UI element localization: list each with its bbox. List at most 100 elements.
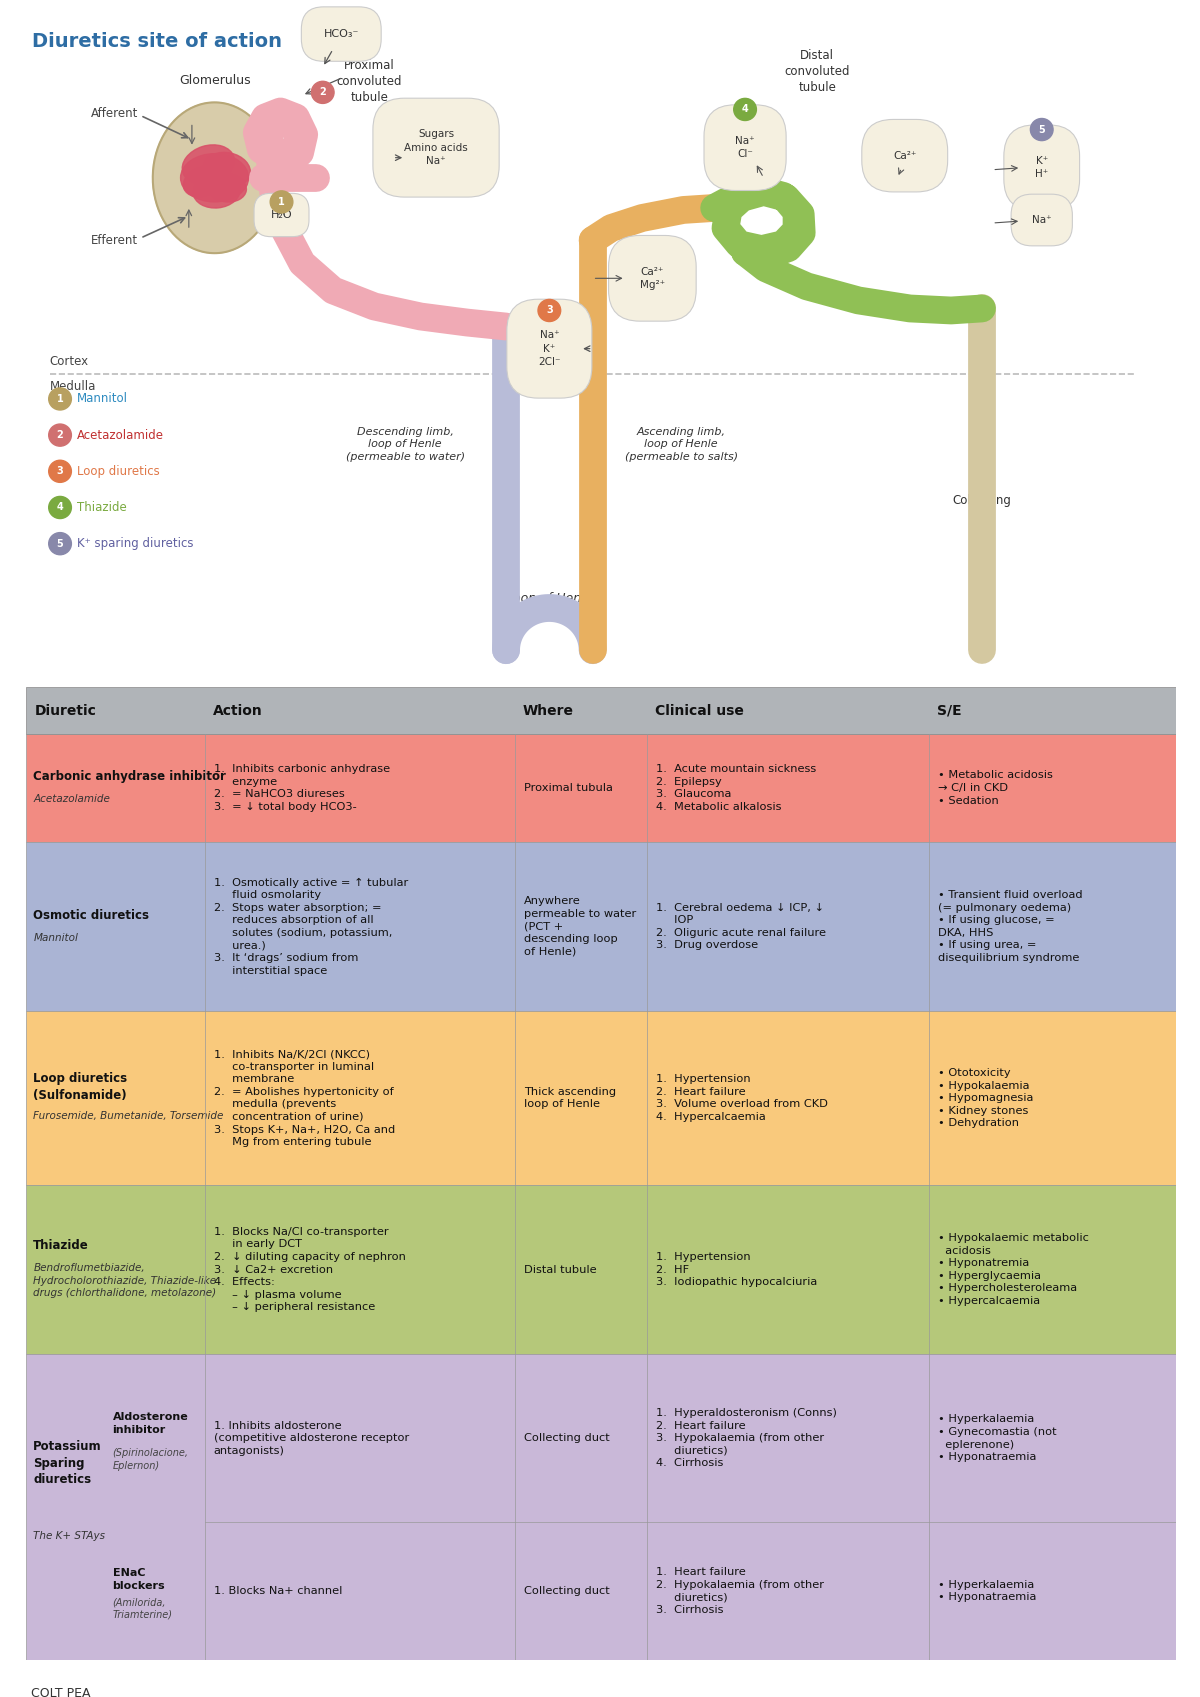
Text: Loop diuretics: Loop diuretics [77, 465, 160, 479]
Text: K⁺
H⁺: K⁺ H⁺ [1036, 156, 1049, 180]
Text: S/E: S/E [937, 704, 961, 718]
Text: Proximal tubula: Proximal tubula [524, 782, 613, 792]
Text: Medulla: Medulla [49, 380, 96, 392]
Text: 1.  Blocks Na/Cl co-transporter
     in early DCT
2.  ↓ diluting capacity of nep: 1. Blocks Na/Cl co-transporter in early … [214, 1227, 406, 1312]
Text: (Amilorida,
Triamterine): (Amilorida, Triamterine) [113, 1597, 173, 1619]
Text: • Metabolic acidosis
→ C/I in CKD
• Sedation: • Metabolic acidosis → C/I in CKD • Seda… [938, 770, 1052, 806]
Text: (Spirinolacione,
Eplernon): (Spirinolacione, Eplernon) [113, 1448, 188, 1471]
Text: 1. Inhibits aldosterone
(competitive aldosterone receptor
antagonists): 1. Inhibits aldosterone (competitive ald… [214, 1420, 409, 1456]
Text: The K+ STAys: The K+ STAys [34, 1531, 106, 1541]
Text: 1: 1 [278, 197, 284, 207]
Circle shape [49, 497, 71, 519]
Text: 2: 2 [56, 429, 64, 440]
Text: Acetazolamide: Acetazolamide [34, 794, 110, 804]
Circle shape [49, 533, 71, 555]
FancyBboxPatch shape [26, 735, 1176, 842]
Text: Collecting duct: Collecting duct [524, 1434, 610, 1442]
Text: Na⁺: Na⁺ [1032, 216, 1051, 226]
Text: 1. Blocks Na+ channel: 1. Blocks Na+ channel [214, 1587, 342, 1595]
Text: Cortex: Cortex [49, 355, 89, 368]
Text: 1.  Heart failure
2.  Hypokalaemia (from other
     diuretics)
3.  Cirrhosis: 1. Heart failure 2. Hypokalaemia (from o… [656, 1566, 824, 1616]
FancyBboxPatch shape [26, 687, 1176, 735]
Text: Loop of Henle: Loop of Henle [506, 592, 593, 604]
Text: Thiazide: Thiazide [77, 501, 126, 514]
Text: Where: Where [523, 704, 574, 718]
Text: 3: 3 [56, 467, 64, 477]
FancyBboxPatch shape [26, 1185, 1176, 1354]
Text: K⁺ sparing diuretics: K⁺ sparing diuretics [77, 538, 193, 550]
Text: Na⁺
Cl⁻: Na⁺ Cl⁻ [736, 136, 755, 160]
Text: • Hypokalaemic metabolic
  acidosis
• Hyponatremia
• Hyperglycaemia
• Hyperchole: • Hypokalaemic metabolic acidosis • Hypo… [938, 1234, 1088, 1307]
Text: 2: 2 [319, 87, 326, 97]
FancyBboxPatch shape [26, 1354, 1176, 1660]
Text: Bendroflumetbiazide,
Hydrocholorothiazide, Thiazide-like
drugs (chlorthalidone, : Bendroflumetbiazide, Hydrocholorothiazid… [34, 1263, 216, 1298]
Circle shape [270, 190, 293, 214]
Text: • Ototoxicity
• Hypokalaemia
• Hypomagnesia
• Kidney stones
• Dehydration: • Ototoxicity • Hypokalaemia • Hypomagne… [938, 1067, 1033, 1129]
Text: Clinical use: Clinical use [655, 704, 744, 718]
Text: 1.  Osmotically active = ↑ tubular
     fluid osmolarity
2.  Stops water absorpt: 1. Osmotically active = ↑ tubular fluid … [214, 877, 408, 976]
Ellipse shape [180, 154, 248, 202]
Ellipse shape [182, 144, 234, 185]
Text: Distal tubule: Distal tubule [524, 1264, 596, 1274]
Text: Ca²⁺
Mg²⁺: Ca²⁺ Mg²⁺ [640, 266, 665, 290]
Text: Ascending limb,
loop of Henle
(permeable to salts): Ascending limb, loop of Henle (permeable… [625, 426, 738, 462]
Circle shape [49, 389, 71, 411]
Text: 1.  Inhibits carbonic anhydrase
     enzyme
2.  = NaHCO3 diureses
3.  = ↓ total : 1. Inhibits carbonic anhydrase enzyme 2.… [214, 764, 390, 811]
Text: Collecting duct: Collecting duct [524, 1587, 610, 1595]
Text: Distal
convoluted
tubule: Distal convoluted tubule [785, 49, 850, 93]
Text: ENaC
blockers: ENaC blockers [113, 1568, 166, 1590]
Circle shape [1031, 119, 1054, 141]
Circle shape [49, 424, 71, 446]
Text: Ca²⁺: Ca²⁺ [893, 151, 917, 161]
Text: Furosemide, Bumetanide, Torsemide: Furosemide, Bumetanide, Torsemide [34, 1110, 223, 1120]
Circle shape [49, 460, 71, 482]
Text: Glomerulus: Glomerulus [179, 75, 251, 87]
Text: 3: 3 [546, 305, 553, 316]
Text: Diuretics site of action: Diuretics site of action [32, 32, 282, 51]
Text: Osmotic diuretics: Osmotic diuretics [34, 910, 149, 921]
Text: • Hyperkalaemia
• Gynecomastia (not
  eplerenone)
• Hyponatraemia: • Hyperkalaemia • Gynecomastia (not eple… [938, 1414, 1057, 1463]
Text: Thiazide: Thiazide [34, 1239, 89, 1252]
Text: Diuretic: Diuretic [35, 704, 96, 718]
Text: Proximal
convoluted
tubule: Proximal convoluted tubule [336, 59, 402, 104]
Text: Loop diuretics
(Sulfonamide): Loop diuretics (Sulfonamide) [34, 1073, 127, 1101]
Circle shape [733, 98, 756, 120]
Ellipse shape [193, 173, 240, 209]
Text: 1: 1 [56, 394, 64, 404]
Text: H₂O: H₂O [271, 210, 293, 221]
Ellipse shape [204, 153, 251, 187]
Text: Action: Action [212, 704, 263, 718]
Text: • Hyperkalaemia
• Hyponatraemia: • Hyperkalaemia • Hyponatraemia [938, 1580, 1037, 1602]
Text: Potassium
Sparing
diuretics: Potassium Sparing diuretics [34, 1441, 102, 1487]
Circle shape [311, 81, 334, 104]
Text: 1.  Hypertension
2.  Heart failure
3.  Volume overload from CKD
4.  Hypercalcaem: 1. Hypertension 2. Heart failure 3. Volu… [656, 1074, 828, 1122]
Text: Efferent: Efferent [91, 234, 138, 246]
Text: • Transient fluid overload
(= pulmonary oedema)
• If using glucose, =
DKA, HHS
•: • Transient fluid overload (= pulmonary … [938, 891, 1082, 962]
Text: Collecting
duct: Collecting duct [953, 494, 1012, 523]
Text: HCO₃⁻: HCO₃⁻ [324, 29, 359, 39]
FancyBboxPatch shape [26, 842, 1176, 1011]
Text: 1.  Hyperaldosteronism (Conns)
2.  Heart failure
3.  Hypokalaemia (from other
  : 1. Hyperaldosteronism (Conns) 2. Heart f… [656, 1409, 838, 1468]
Text: Anywhere
permeable to water
(PCT +
descending loop
of Henle): Anywhere permeable to water (PCT + desce… [524, 896, 636, 957]
Text: Afferent: Afferent [91, 107, 138, 120]
Text: 1.  Cerebral oedema ↓ ICP, ↓
     IOP
2.  Oliguric acute renal failure
3.  Drug : 1. Cerebral oedema ↓ ICP, ↓ IOP 2. Oligu… [656, 903, 827, 950]
Text: 5: 5 [56, 538, 64, 548]
Text: Descending limb,
loop of Henle
(permeable to water): Descending limb, loop of Henle (permeabl… [346, 426, 464, 462]
Text: 4: 4 [56, 502, 64, 512]
Text: 1.  Acute mountain sickness
2.  Epilepsy
3.  Glaucoma
4.  Metabolic alkalosis: 1. Acute mountain sickness 2. Epilepsy 3… [656, 764, 817, 811]
FancyBboxPatch shape [26, 1011, 1176, 1185]
Text: Mannitol: Mannitol [34, 933, 78, 944]
Text: Mannitol: Mannitol [77, 392, 127, 406]
Polygon shape [152, 102, 264, 253]
Text: Thick ascending
loop of Henle: Thick ascending loop of Henle [524, 1086, 617, 1110]
Ellipse shape [208, 173, 246, 202]
Text: Aldosterone
inhibitor: Aldosterone inhibitor [113, 1412, 188, 1436]
Text: 1.  Hypertension
2.  HF
3.  Iodiopathic hypocalciuria: 1. Hypertension 2. HF 3. Iodiopathic hyp… [656, 1252, 817, 1288]
Text: 5: 5 [1038, 124, 1045, 134]
Text: 4: 4 [742, 105, 749, 114]
Text: Na⁺
K⁺
2Cl⁻: Na⁺ K⁺ 2Cl⁻ [538, 331, 560, 367]
Ellipse shape [184, 166, 221, 197]
Circle shape [538, 299, 560, 321]
Text: Acetazolamide: Acetazolamide [77, 429, 163, 441]
Text: Carbonic anhydrase inhibitor: Carbonic anhydrase inhibitor [34, 770, 226, 784]
